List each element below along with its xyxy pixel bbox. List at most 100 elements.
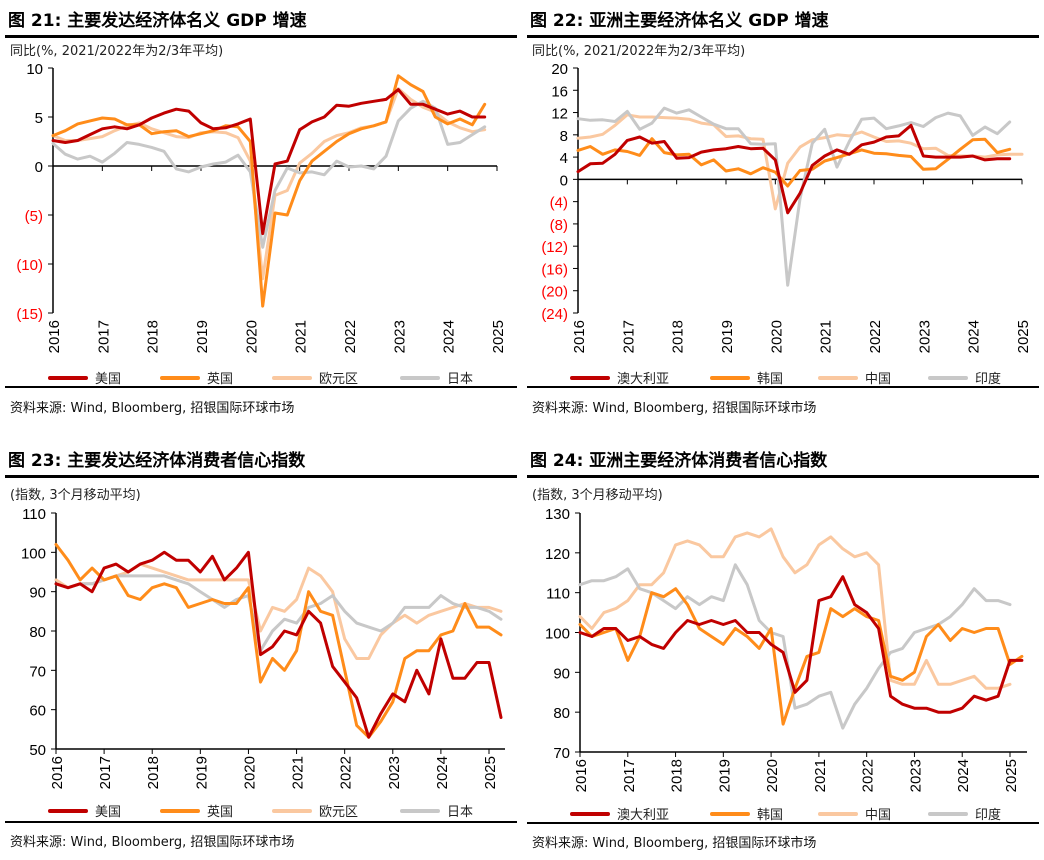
x-tick-label: 2021	[290, 756, 307, 789]
legend-label: 英国	[207, 372, 234, 387]
x-tick-label: 2016	[573, 759, 590, 792]
series-line-2	[54, 543, 503, 739]
y-tick-label: 90	[553, 665, 570, 682]
x-tick-label: 2018	[145, 756, 162, 789]
legend: 澳大利亚 韩国 中国 印度	[522, 368, 1042, 387]
x-tick-label: 2016	[46, 320, 63, 353]
legend-swatch	[160, 375, 200, 380]
y-tick-label: (10)	[16, 257, 43, 274]
y-tick-label: 10	[26, 61, 43, 78]
x-tick-label: 2017	[620, 320, 637, 353]
y-tick-label: 5	[35, 110, 43, 127]
legend: 澳大利亚 韩国 中国 印度	[522, 804, 1042, 823]
x-tick-label: 2019	[194, 320, 211, 353]
x-tick-label: 2021	[812, 759, 829, 792]
legend-item: 欧元区	[272, 801, 358, 820]
legend-swatch	[928, 375, 968, 380]
y-tick-label: 0	[35, 159, 43, 176]
legend-item: 澳大利亚	[570, 368, 669, 387]
legend-label: 韩国	[757, 372, 784, 387]
legend-label: 美国	[95, 372, 122, 387]
legend-item: 英国	[160, 368, 233, 387]
y-tick-label: 70	[29, 663, 46, 680]
source-note: 资料来源: Wind, Bloomberg, 招银国际环球市场	[532, 836, 817, 851]
chart-panel-2: 图 22: 亚洲主要经济体名义 GDP 增速 同比(%, 2021/2022年为2…	[522, 0, 1042, 420]
footer-rule	[527, 386, 1039, 388]
chart-title: 图 21: 主要发达经济体名义 GDP 增速	[8, 11, 307, 31]
footer-rule	[527, 822, 1039, 824]
y-tick-label: 16	[551, 83, 568, 100]
y-tick-label: (4)	[550, 195, 568, 212]
legend-label: 中国	[865, 372, 892, 387]
footer-rule	[5, 386, 517, 388]
series-line-4	[578, 563, 1012, 730]
x-tick-label: 2020	[241, 756, 258, 789]
series-line-1	[51, 88, 487, 236]
x-tick-label: 2019	[193, 756, 210, 789]
x-tick-label: 2020	[764, 759, 781, 792]
legend-label: 日本	[447, 372, 474, 387]
legend-item: 美国	[48, 801, 121, 820]
series-line-1	[578, 575, 1024, 714]
x-tick-label: 2024	[966, 320, 983, 353]
legend-swatch	[710, 811, 750, 816]
y-tick-label: 90	[29, 585, 46, 602]
legend-item: 韩国	[710, 804, 783, 823]
x-tick-label: 2025	[482, 756, 499, 789]
y-tick-label: 80	[29, 624, 46, 641]
y-axis-label: 同比(%, 2021/2022年为2/3年平均)	[532, 44, 746, 59]
series-line-2	[578, 587, 1024, 726]
y-tick-label: (5)	[25, 208, 43, 225]
chart-panel-3: 图 23: 主要发达经济体消费者信心指数 (指数, 3个月移动平均) 110 100 9…	[0, 440, 520, 860]
legend: 美国 英国 欧元区 日本	[0, 368, 520, 387]
x-tick-label: 2022	[338, 756, 355, 789]
x-tick-label: 2017	[97, 756, 114, 789]
legend-item: 印度	[928, 804, 1001, 823]
x-tick-label: 2024	[441, 320, 458, 353]
legend-item: 印度	[928, 368, 1001, 387]
x-tick-label: 2018	[669, 759, 686, 792]
y-axis-label: (指数, 3个月移动平均)	[532, 488, 663, 503]
legend-item: 英国	[160, 801, 233, 820]
legend-item: 中国	[818, 368, 891, 387]
legend-swatch	[48, 375, 88, 380]
x-tick-label: 2023	[391, 320, 408, 353]
legend-swatch	[272, 375, 312, 380]
legend-swatch	[160, 808, 200, 813]
y-tick-label: 110	[546, 586, 570, 603]
legend-item: 澳大利亚	[570, 804, 669, 823]
legend-label: 美国	[95, 805, 122, 820]
x-tick-label: 2018	[670, 320, 687, 353]
series-line-1	[54, 550, 503, 739]
y-tick-label: 100	[545, 626, 570, 643]
x-tick-label: 2017	[95, 320, 112, 353]
legend-swatch	[928, 811, 968, 816]
legend-label: 欧元区	[319, 372, 359, 387]
y-axis-label: 同比(%, 2021/2022年为2/3年平均)	[10, 44, 224, 59]
y-tick-label: 20	[551, 61, 568, 78]
x-tick-label: 2023	[916, 320, 933, 353]
legend-label: 澳大利亚	[617, 372, 670, 387]
chart-panel-4: 图 24: 亚洲主要经济体消费者信心指数 (指数, 3个月移动平均) 130 120 1…	[522, 440, 1042, 860]
legend-label: 中国	[865, 808, 892, 823]
x-tick-label: 2023	[386, 756, 403, 789]
x-tick-label: 2025	[1015, 320, 1032, 353]
x-tick-label: 2018	[145, 320, 162, 353]
y-tick-label: (15)	[16, 306, 43, 323]
y-tick-label: (12)	[541, 239, 568, 256]
source-note: 资料来源: Wind, Bloomberg, 招银国际环球市场	[532, 401, 817, 416]
legend-label: 澳大利亚	[617, 808, 670, 823]
legend-swatch	[272, 808, 312, 813]
series-line-4	[576, 106, 1012, 287]
y-tick-label: 12	[551, 106, 568, 123]
y-tick-label: (8)	[550, 217, 568, 234]
legend-item: 日本	[400, 368, 473, 387]
series-line-3	[51, 87, 487, 281]
legend-swatch	[400, 375, 440, 380]
title-rule	[527, 475, 1039, 478]
legend-item: 韩国	[710, 368, 783, 387]
y-tick-label: 4	[560, 150, 568, 167]
chart-title: 图 24: 亚洲主要经济体消费者信心指数	[530, 451, 828, 471]
